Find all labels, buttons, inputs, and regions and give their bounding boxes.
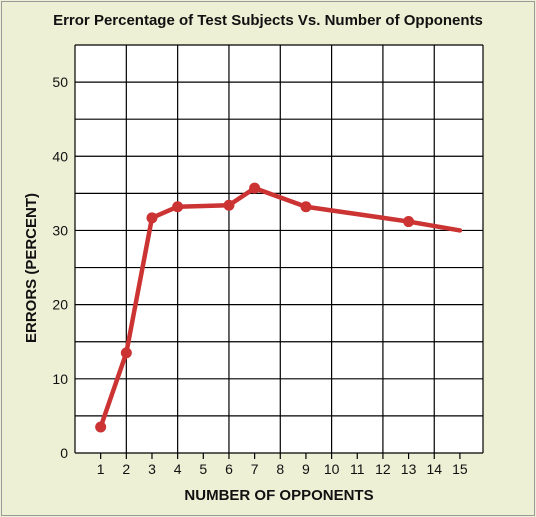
y-tick-label: 20: [52, 297, 68, 313]
y-tick-label: 40: [52, 148, 68, 164]
x-tick-label: 4: [174, 461, 182, 477]
x-tick-label: 6: [225, 461, 233, 477]
x-tick-label: 12: [375, 461, 391, 477]
y-axis-title: ERRORS (PERCENT): [23, 193, 40, 343]
data-point: [300, 201, 312, 213]
y-tick-label: 50: [52, 74, 68, 90]
data-point: [120, 347, 132, 359]
x-axis-title: NUMBER OF OPPONENTS: [184, 487, 373, 504]
plot-area: [75, 45, 483, 453]
x-tick-label: 8: [276, 461, 284, 477]
x-tick-label: 10: [324, 461, 340, 477]
x-tick-label: 1: [97, 461, 105, 477]
y-tick-label: 10: [52, 371, 68, 387]
y-tick-label: 30: [52, 222, 68, 238]
x-tick-label: 13: [401, 461, 417, 477]
y-tick-label: 0: [60, 445, 68, 461]
data-point: [146, 212, 158, 224]
data-point: [403, 216, 415, 228]
x-tick-label: 15: [452, 461, 468, 477]
chart-title: Error Percentage of Test Subjects Vs. Nu…: [53, 12, 483, 29]
x-tick-label: 11: [350, 461, 365, 477]
data-point: [223, 199, 235, 211]
data-series: [95, 182, 463, 433]
x-tick-label: 14: [426, 461, 442, 477]
x-tick-label: 7: [251, 461, 259, 477]
data-point: [95, 421, 107, 433]
x-tick-label: 3: [148, 461, 156, 477]
x-tick-label: 9: [302, 461, 310, 477]
data-point: [172, 201, 184, 213]
x-tick-label: 5: [199, 461, 207, 477]
data-point: [249, 182, 261, 194]
x-tick-label: 2: [122, 461, 130, 477]
grid-lines: [74, 44, 484, 459]
